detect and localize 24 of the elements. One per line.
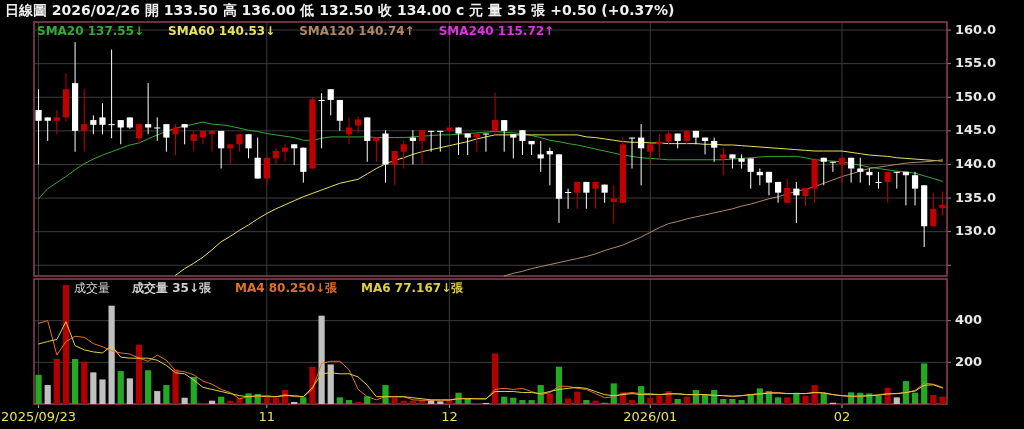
text: SMA120 140.74↑ xyxy=(299,24,415,38)
y-tick-label: 145.0 xyxy=(955,122,997,138)
text: SMA60 140.53↓ xyxy=(168,24,276,38)
y-tick-label: 140.0 xyxy=(955,155,997,171)
y-tick-label: 135.0 xyxy=(955,189,997,205)
x-tick-label: 2026/01 xyxy=(623,409,678,424)
legend-label: SMA240 115.72↑ xyxy=(438,24,555,38)
y-tick-label: 160.0 xyxy=(955,21,997,37)
y-tick-label: 200 xyxy=(955,353,983,369)
chart-title: 日線圖 2026/02/26 開 133.50 高 136.00 低 132.50 收 134.00 c 元 量 35 張 +0.50 (+0.37%) xyxy=(5,2,675,18)
x-tick-label: 2025/09/23 xyxy=(1,409,77,424)
line-series xyxy=(503,159,943,277)
text: SMA20 137.55↓ xyxy=(37,24,145,38)
chart-title: 成交量 xyxy=(74,281,110,295)
x-tick-label: 02 xyxy=(833,409,851,424)
text: MA6 77.167↓張 xyxy=(361,281,465,295)
y-tick-label: 155.0 xyxy=(955,55,997,71)
series-label: 成交量 35↓張 xyxy=(131,281,212,295)
x-tick-label: 11 xyxy=(258,409,276,424)
x-tick-label: 12 xyxy=(441,409,458,424)
y-tick-label: 400 xyxy=(955,312,983,328)
y-tick-label: 130.0 xyxy=(955,223,997,239)
text: MA4 80.250↓張 xyxy=(234,281,339,295)
y-tick-label: 150.0 xyxy=(955,88,997,104)
